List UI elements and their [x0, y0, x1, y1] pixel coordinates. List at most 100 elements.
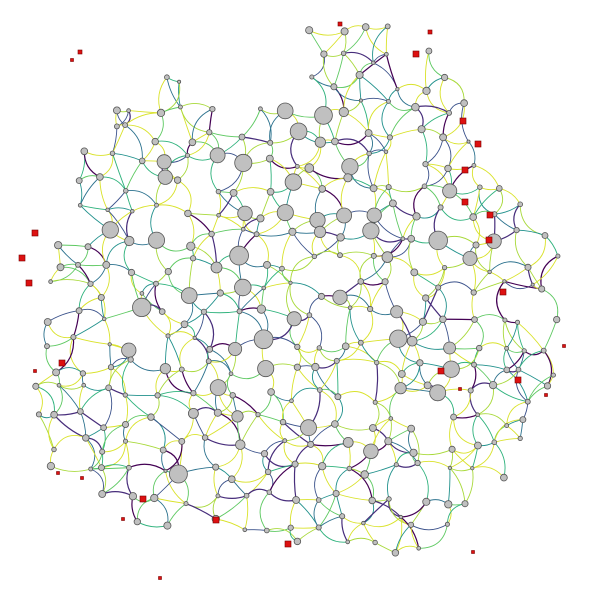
graph-node — [400, 236, 406, 242]
terminal-node — [427, 29, 433, 35]
graph-edge — [422, 286, 439, 323]
graph-edge — [244, 495, 249, 531]
graph-node — [151, 137, 159, 146]
graph-node — [52, 368, 60, 377]
graph-node — [306, 312, 313, 318]
terminal-node — [31, 229, 39, 237]
graph-edge — [165, 470, 187, 505]
graph-node — [314, 106, 333, 125]
graph-node — [123, 438, 129, 444]
graph-node — [99, 448, 106, 455]
graph-node — [242, 527, 248, 533]
graph-node — [289, 122, 308, 141]
graph-edge — [473, 364, 494, 386]
graph-edge — [167, 335, 183, 370]
terminal-node — [58, 359, 66, 367]
graph-edge — [504, 319, 525, 352]
graph-edge — [503, 280, 534, 290]
graph-edge — [381, 100, 391, 138]
graph-edge — [187, 212, 213, 235]
graph-node — [109, 150, 116, 156]
graph-edge — [101, 467, 107, 495]
graph-edge — [57, 244, 89, 248]
graph-edge — [360, 281, 371, 310]
terminal-node — [80, 476, 84, 480]
graph-node — [386, 99, 391, 104]
graph-node — [267, 388, 275, 396]
graph-node — [180, 320, 189, 329]
graph-node — [398, 514, 403, 520]
graph-node — [442, 183, 458, 199]
graph-node — [342, 436, 354, 448]
graph-node — [444, 521, 450, 527]
graph-edge — [541, 288, 559, 321]
graph-edge — [374, 362, 379, 403]
graph-node — [266, 188, 275, 196]
graph-edge — [154, 140, 188, 156]
graph-node — [473, 441, 482, 450]
graph-edge — [544, 235, 559, 257]
graph-edge — [478, 186, 495, 215]
graph-edge — [156, 204, 189, 214]
graph-node — [130, 208, 135, 214]
graph-edge — [99, 176, 127, 192]
graph-edge — [296, 346, 320, 353]
graph-edge — [408, 238, 415, 273]
graph-edge — [417, 462, 429, 503]
graph-node — [228, 475, 236, 484]
graph-node — [314, 136, 326, 148]
terminal-node — [284, 540, 292, 548]
graph-node — [35, 411, 42, 418]
graph-edge — [417, 460, 451, 469]
graph-edge — [478, 342, 508, 349]
graph-node — [127, 356, 134, 363]
graph-edge — [372, 62, 398, 90]
graph-node — [253, 231, 260, 238]
graph-edge — [72, 310, 80, 338]
graph-edge — [108, 359, 132, 389]
graph-edge — [100, 264, 110, 298]
graph-node — [126, 108, 131, 113]
graph-edge — [440, 206, 474, 221]
graph-node — [201, 434, 209, 441]
graph-node — [423, 381, 432, 390]
graph-node — [320, 50, 328, 58]
graph-node — [332, 289, 348, 305]
graph-edge — [359, 74, 389, 102]
graph-node — [216, 213, 221, 218]
graph-edge — [385, 25, 389, 55]
graph-edge — [179, 337, 196, 370]
graph-edge — [396, 83, 427, 92]
graph-node — [265, 154, 274, 163]
graph-node — [513, 227, 520, 234]
graph-edge — [112, 152, 127, 192]
graph-node — [336, 207, 353, 224]
graph-edge — [400, 501, 427, 518]
graph-edge — [449, 467, 473, 472]
graph-node — [363, 443, 379, 460]
graph-node — [495, 185, 503, 192]
graph-edge — [464, 467, 474, 505]
graph-node — [488, 380, 498, 390]
graph-edge — [506, 321, 518, 349]
graph-node — [476, 344, 483, 352]
graph-node — [255, 411, 261, 418]
graph-node — [439, 315, 447, 323]
graph-edge — [167, 257, 194, 273]
graph-node — [209, 379, 227, 397]
graph-node — [369, 184, 378, 193]
terminal-node — [25, 279, 33, 287]
graph-edge — [439, 77, 450, 114]
graph-edge — [349, 307, 362, 344]
graph-node — [305, 26, 314, 35]
graph-node — [317, 292, 325, 300]
graph-edge — [418, 523, 448, 549]
graph-edge — [263, 282, 291, 289]
graph-node — [336, 233, 345, 242]
graph-node — [388, 199, 397, 208]
graph-edge — [203, 310, 240, 314]
graph-edge — [35, 385, 43, 415]
graph-edge — [506, 425, 521, 439]
graph-node — [425, 47, 433, 55]
graph-node — [500, 473, 508, 482]
